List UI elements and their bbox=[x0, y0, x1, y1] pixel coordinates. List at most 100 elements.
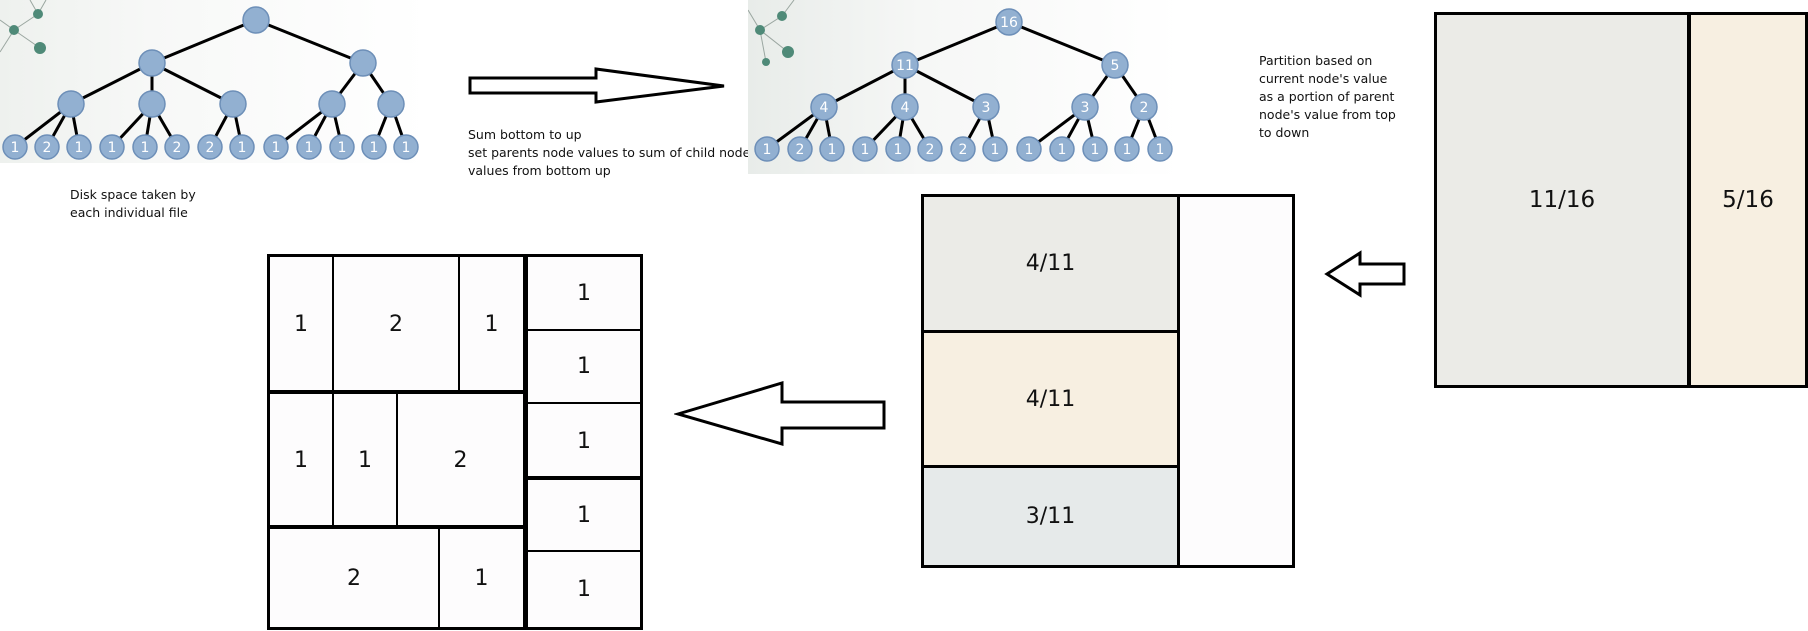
tree-node-label: 2 bbox=[206, 140, 215, 156]
tree-node-label: 5 bbox=[1111, 58, 1120, 74]
tree-node-label: 1 bbox=[11, 140, 20, 156]
treemap-final-right-column: 1 1 1 1 1 bbox=[528, 257, 640, 627]
tree-node-label: 16 bbox=[1000, 15, 1018, 31]
tree-node-label: 1 bbox=[861, 142, 870, 158]
treemap-cell-right-empty bbox=[1177, 197, 1292, 565]
final-cell: 2 bbox=[270, 529, 440, 627]
arrow-left-icon bbox=[1324, 250, 1406, 298]
tree-node-label: 1 bbox=[763, 142, 772, 158]
tree-node bbox=[1114, 136, 1140, 162]
treemap-cell-bottom: 3/11 bbox=[924, 468, 1177, 565]
tree-node-label: 2 bbox=[1140, 100, 1149, 116]
tree-node bbox=[138, 90, 166, 118]
tree-node bbox=[138, 49, 166, 77]
caption-sum-bottom-up: Sum bottom to up set parents node values… bbox=[468, 127, 751, 178]
arrow-left-large-icon bbox=[674, 380, 886, 446]
tree-node bbox=[296, 134, 322, 160]
tree-node bbox=[263, 134, 289, 160]
tree-edge bbox=[255, 18, 364, 65]
tree-node bbox=[361, 134, 387, 160]
tree-edge bbox=[904, 63, 987, 109]
tree-node-label: 1 bbox=[402, 140, 411, 156]
tree-node bbox=[242, 6, 270, 34]
tree-node bbox=[34, 134, 60, 160]
tree-node bbox=[1016, 136, 1042, 162]
treemap-cell-top: 4/11 bbox=[924, 197, 1177, 333]
tree-node bbox=[754, 136, 780, 162]
tree-node bbox=[819, 136, 845, 162]
tree-node-label: 1 bbox=[1058, 142, 1067, 158]
tree-node-label: 4 bbox=[820, 100, 829, 116]
tree-node bbox=[99, 134, 125, 160]
tree-node-label: 4 bbox=[901, 100, 910, 116]
tree-node bbox=[57, 90, 85, 118]
divider bbox=[270, 525, 523, 529]
tree-node-label: 3 bbox=[1081, 100, 1090, 116]
tree-node bbox=[229, 134, 255, 160]
tree-node-label: 2 bbox=[796, 142, 805, 158]
tree-edge bbox=[151, 18, 257, 65]
treemap-cell-right: 5/16 bbox=[1691, 15, 1805, 385]
final-cell: 2 bbox=[453, 448, 468, 473]
tree-node bbox=[349, 49, 377, 77]
tree-node bbox=[1101, 51, 1129, 79]
tree-node bbox=[2, 134, 28, 160]
caption-partition: Partition based on current node's value … bbox=[1259, 53, 1396, 140]
treemap-cell-left: 11/16 bbox=[1437, 15, 1691, 385]
tree-a-svg: 1 2 1 1 1 2 2 1 1 1 1 1 1 bbox=[0, 0, 419, 160]
final-cell: 1 bbox=[528, 480, 640, 552]
tree-node bbox=[393, 134, 419, 160]
tree-node-label: 1 bbox=[1025, 142, 1034, 158]
tree-node-label: 1 bbox=[1156, 142, 1165, 158]
tree-diagram-summed: 16 11 5 4 4 3 3 2 1 2 1 1 1 2 2 1 1 1 1 1 1 bbox=[748, 0, 1181, 174]
final-cell: 1 bbox=[577, 577, 591, 602]
tree-node-label: 1 bbox=[338, 140, 347, 156]
tree-node bbox=[1147, 136, 1173, 162]
tree-node-label: 2 bbox=[173, 140, 182, 156]
tree-node-label: 1 bbox=[75, 140, 84, 156]
tree-node-label: 1 bbox=[991, 142, 1000, 158]
tree-node bbox=[377, 90, 405, 118]
tree-node-label: 1 bbox=[141, 140, 150, 156]
tree-edge bbox=[1008, 20, 1116, 67]
tree-node-label: 11 bbox=[896, 58, 914, 74]
tree-node bbox=[318, 90, 346, 118]
treemap-final: 1 2 1 1 1 2 2 1 1 1 1 1 1 bbox=[267, 254, 643, 630]
divider-vertical bbox=[523, 257, 528, 627]
tree-edge bbox=[151, 61, 234, 106]
tree-node-label: 1 bbox=[108, 140, 117, 156]
network-dots bbox=[9, 9, 46, 54]
treemap-level1: 11/16 5/16 bbox=[1434, 12, 1808, 388]
tree-node bbox=[1082, 136, 1108, 162]
tree-edge bbox=[823, 63, 906, 109]
tree-node bbox=[1049, 136, 1075, 162]
tree-node bbox=[891, 93, 919, 121]
tree-node bbox=[66, 134, 92, 160]
final-cell: 1 bbox=[484, 312, 499, 337]
tree-node-label: 1 bbox=[272, 140, 281, 156]
tree-node bbox=[982, 136, 1008, 162]
tree-node bbox=[1071, 93, 1099, 121]
tree-node bbox=[950, 136, 976, 162]
tree-node-label: 1 bbox=[370, 140, 379, 156]
tree-node bbox=[164, 134, 190, 160]
tree-node-label: 2 bbox=[43, 140, 52, 156]
tree-node bbox=[885, 136, 911, 162]
tree-node-label: 1 bbox=[1091, 142, 1100, 158]
final-cell: 1 bbox=[577, 428, 591, 454]
tree-node-label: 2 bbox=[926, 142, 935, 158]
tree-edge bbox=[904, 20, 1010, 67]
final-cell: 2 bbox=[334, 257, 460, 392]
tree-node bbox=[197, 134, 223, 160]
tree-node-label: 3 bbox=[982, 100, 991, 116]
treemap-cell-middle: 4/11 bbox=[924, 333, 1177, 468]
tree-node-label: 1 bbox=[894, 142, 903, 158]
arrow-right-icon bbox=[468, 67, 725, 104]
tree-node-label: 2 bbox=[959, 142, 968, 158]
final-cell: 1 bbox=[474, 565, 489, 591]
tree-node bbox=[810, 93, 838, 121]
final-cell: 1 bbox=[528, 257, 640, 331]
tree-node bbox=[219, 90, 247, 118]
tree-node bbox=[891, 51, 919, 79]
